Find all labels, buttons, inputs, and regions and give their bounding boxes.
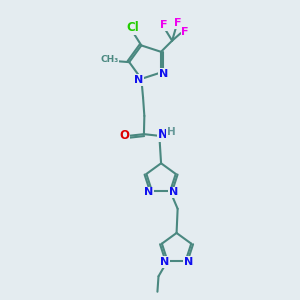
- Text: N: N: [169, 187, 178, 197]
- Text: N: N: [160, 257, 169, 267]
- Text: N: N: [144, 187, 154, 197]
- Text: N: N: [184, 257, 193, 267]
- Text: F: F: [174, 18, 182, 28]
- Text: O: O: [119, 129, 129, 142]
- Text: F: F: [181, 27, 189, 37]
- Text: N: N: [159, 69, 168, 79]
- Text: N: N: [158, 128, 168, 142]
- Text: N: N: [134, 75, 143, 85]
- Text: Cl: Cl: [127, 21, 140, 34]
- Text: CH₃: CH₃: [100, 56, 118, 64]
- Text: H: H: [167, 128, 176, 137]
- Text: F: F: [160, 20, 167, 30]
